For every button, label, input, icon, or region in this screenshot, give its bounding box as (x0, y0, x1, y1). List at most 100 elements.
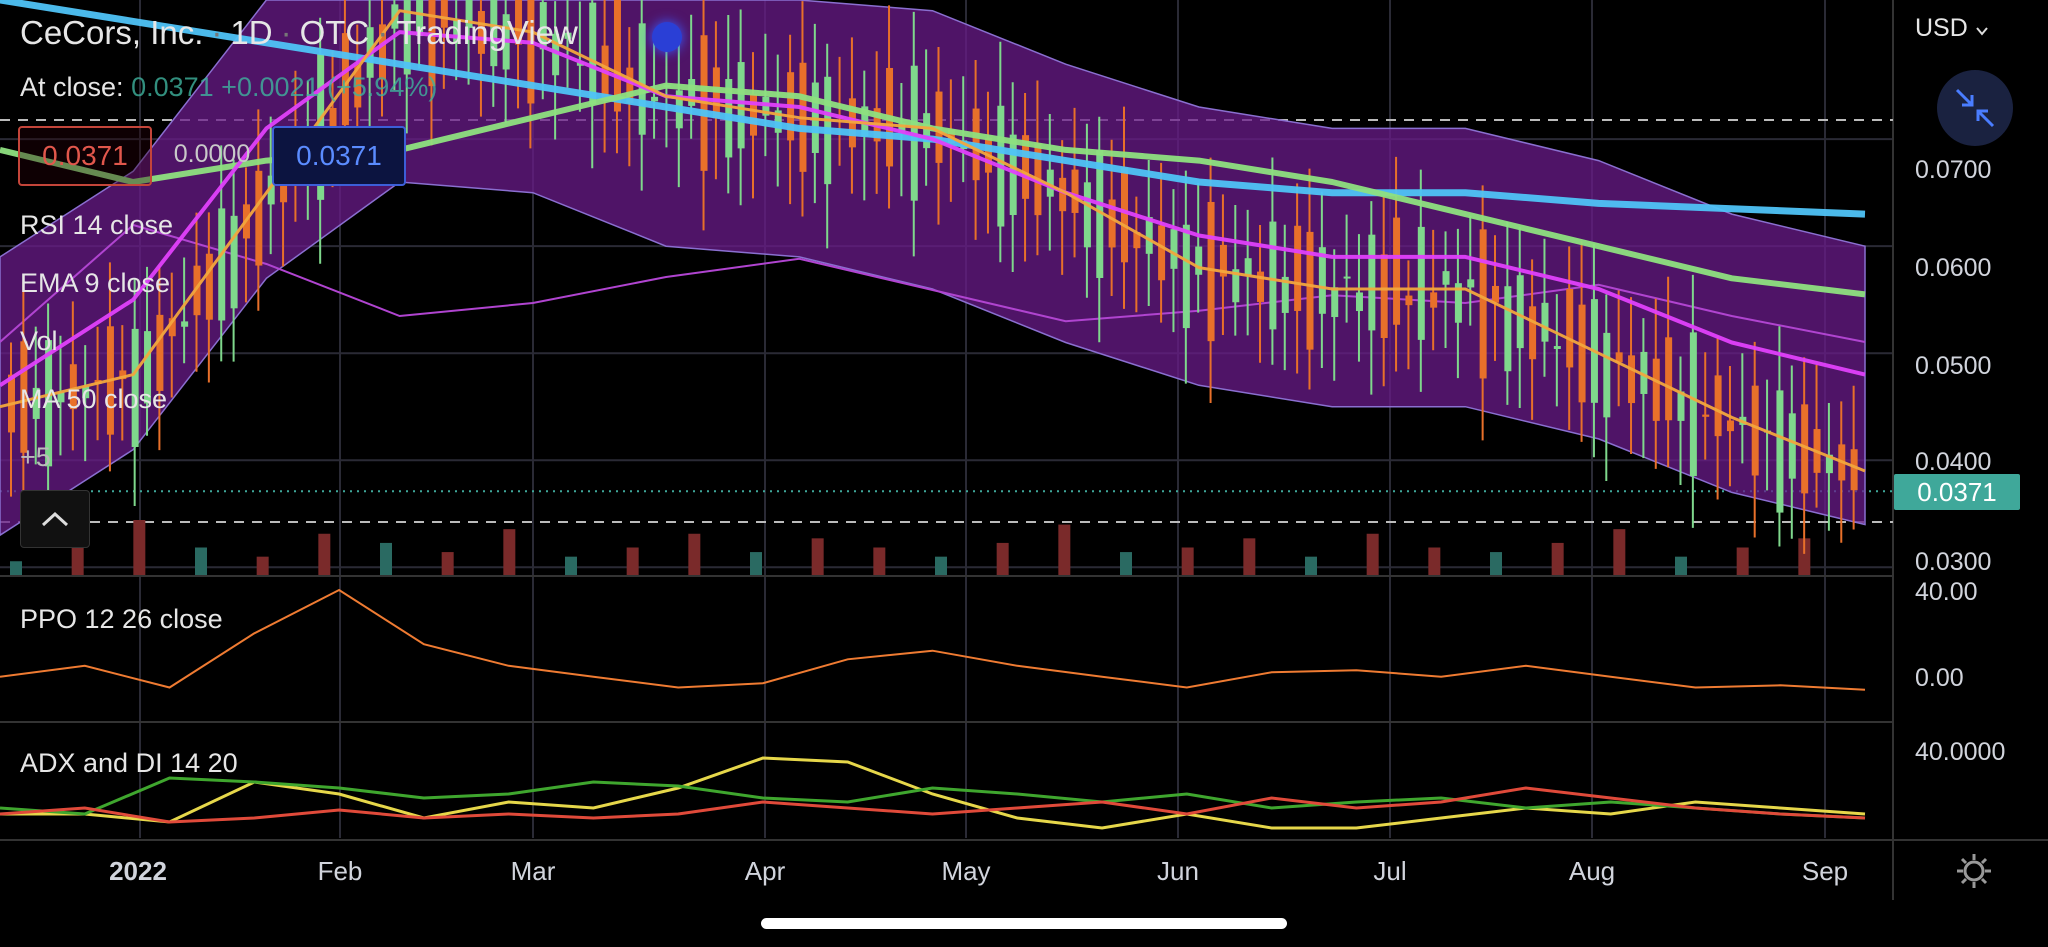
chevron-up-icon (41, 511, 69, 527)
candle-body (465, 0, 473, 28)
live-indicator-icon (652, 22, 682, 52)
candle-body (1071, 169, 1079, 213)
sell-price-button[interactable]: 0.0371 (18, 126, 152, 186)
adx-title: ADX and DI 14 20 (20, 748, 238, 778)
candle-body (613, 0, 621, 112)
candle-body (1714, 375, 1722, 437)
volume-bar (1798, 538, 1811, 575)
candle-body (403, 0, 411, 75)
candle-body (1096, 149, 1104, 278)
time-tick-label: Aug (1569, 856, 1615, 886)
candle-body (1850, 449, 1858, 491)
candle-body (1331, 287, 1339, 318)
spread-value: 0.0000 (173, 139, 251, 168)
buy-price-button[interactable]: 0.0371 (272, 126, 406, 186)
candle-body (1454, 283, 1462, 323)
candle-body (1467, 279, 1475, 288)
candle-body (205, 253, 213, 320)
currency-label: USD (1915, 14, 1968, 42)
candle-body (57, 392, 65, 403)
candle-body (638, 23, 646, 135)
volume-bar (626, 547, 639, 575)
volume-bar (1120, 552, 1132, 575)
ppo-title: PPO 12 26 close (20, 604, 223, 634)
volume-bar (1181, 547, 1194, 575)
candle-body (1170, 229, 1178, 269)
candle-body (156, 314, 164, 391)
candle-body (1603, 332, 1611, 418)
volume-bar (256, 556, 269, 575)
candle-body (230, 215, 238, 309)
volume-bar (1058, 524, 1071, 575)
data-source: TradingView (396, 14, 578, 51)
candle-body (1393, 217, 1401, 325)
candle-body (1195, 246, 1203, 275)
candle-body (651, 96, 659, 102)
candle-body (490, 0, 498, 67)
candle-body (32, 387, 40, 419)
candle-body (1529, 306, 1537, 360)
candle-body (688, 79, 696, 106)
candle-body (1430, 292, 1438, 308)
candle-body (1652, 358, 1660, 421)
volume-bar (1243, 538, 1256, 575)
volume-bar (873, 547, 886, 575)
volume-bar (195, 547, 207, 575)
indicator-ma50[interactable]: MA 50 close (20, 384, 168, 414)
candle-body (1405, 295, 1413, 306)
time-tick-label: Jul (1373, 856, 1406, 886)
volume-bar (1305, 556, 1317, 575)
indicator-ema[interactable]: EMA 9 close (20, 268, 171, 298)
home-indicator[interactable] (761, 918, 1287, 929)
candle-body (1516, 275, 1524, 349)
settings-icon[interactable] (1955, 852, 1993, 890)
more-indicators[interactable]: +5 (20, 442, 51, 472)
candle-body (1145, 217, 1153, 254)
candle-body (1751, 385, 1759, 476)
candle-body (712, 67, 720, 119)
candle-body (1343, 276, 1351, 279)
price-tick-label: 0.0600 (1915, 254, 1991, 282)
indicator-rsi[interactable]: RSI 14 close (20, 210, 174, 240)
candle-body (750, 94, 757, 136)
exit-fullscreen-icon (1955, 88, 1995, 128)
candle-body (1665, 337, 1673, 421)
candle-body (440, 0, 448, 28)
candle-body (267, 175, 275, 205)
candle-body (1566, 289, 1574, 368)
candle-body (1083, 182, 1091, 248)
volume-bar (565, 556, 577, 575)
collapse-legend-button[interactable] (20, 490, 90, 548)
at-close-line: At close: 0.0371 +0.0021 (+5.94%) (20, 72, 437, 103)
adx-tick-label: 40.0000 (1915, 738, 2005, 766)
candle-body (1269, 221, 1277, 330)
time-tick-label: May (941, 856, 990, 886)
exit-fullscreen-button[interactable] (1937, 70, 2013, 146)
indicator-volume[interactable]: Vol (20, 326, 58, 356)
candle-body (539, 2, 547, 50)
candle-body (131, 328, 139, 447)
candle-body (1121, 167, 1128, 263)
adx-series (0, 786, 1866, 824)
candle-body (69, 364, 77, 410)
ma-series (0, 30, 1866, 387)
candle-body (1442, 271, 1450, 285)
interval[interactable]: 1D (230, 14, 273, 51)
volume-bar (1675, 556, 1687, 575)
candle-body (453, 20, 461, 44)
volume-bar (750, 552, 762, 575)
price-axis: 0.0300 0.0400 0.0500 0.0600 0.0700 40.00 0.00 4… (1915, 156, 2005, 766)
volume-bar (441, 552, 454, 575)
time-tick-label: Feb (318, 856, 363, 886)
candle-body (1009, 134, 1017, 216)
candle-body (329, 107, 337, 135)
rsi-series (0, 223, 1866, 343)
candle-body (218, 208, 226, 321)
candle-body (1492, 285, 1499, 303)
candle-body (1553, 346, 1561, 349)
candle-body (1628, 355, 1636, 404)
currency-selector[interactable]: USD (1915, 14, 1989, 43)
ppo-series (0, 588, 1866, 691)
time-tick-label: Jun (1157, 856, 1199, 886)
